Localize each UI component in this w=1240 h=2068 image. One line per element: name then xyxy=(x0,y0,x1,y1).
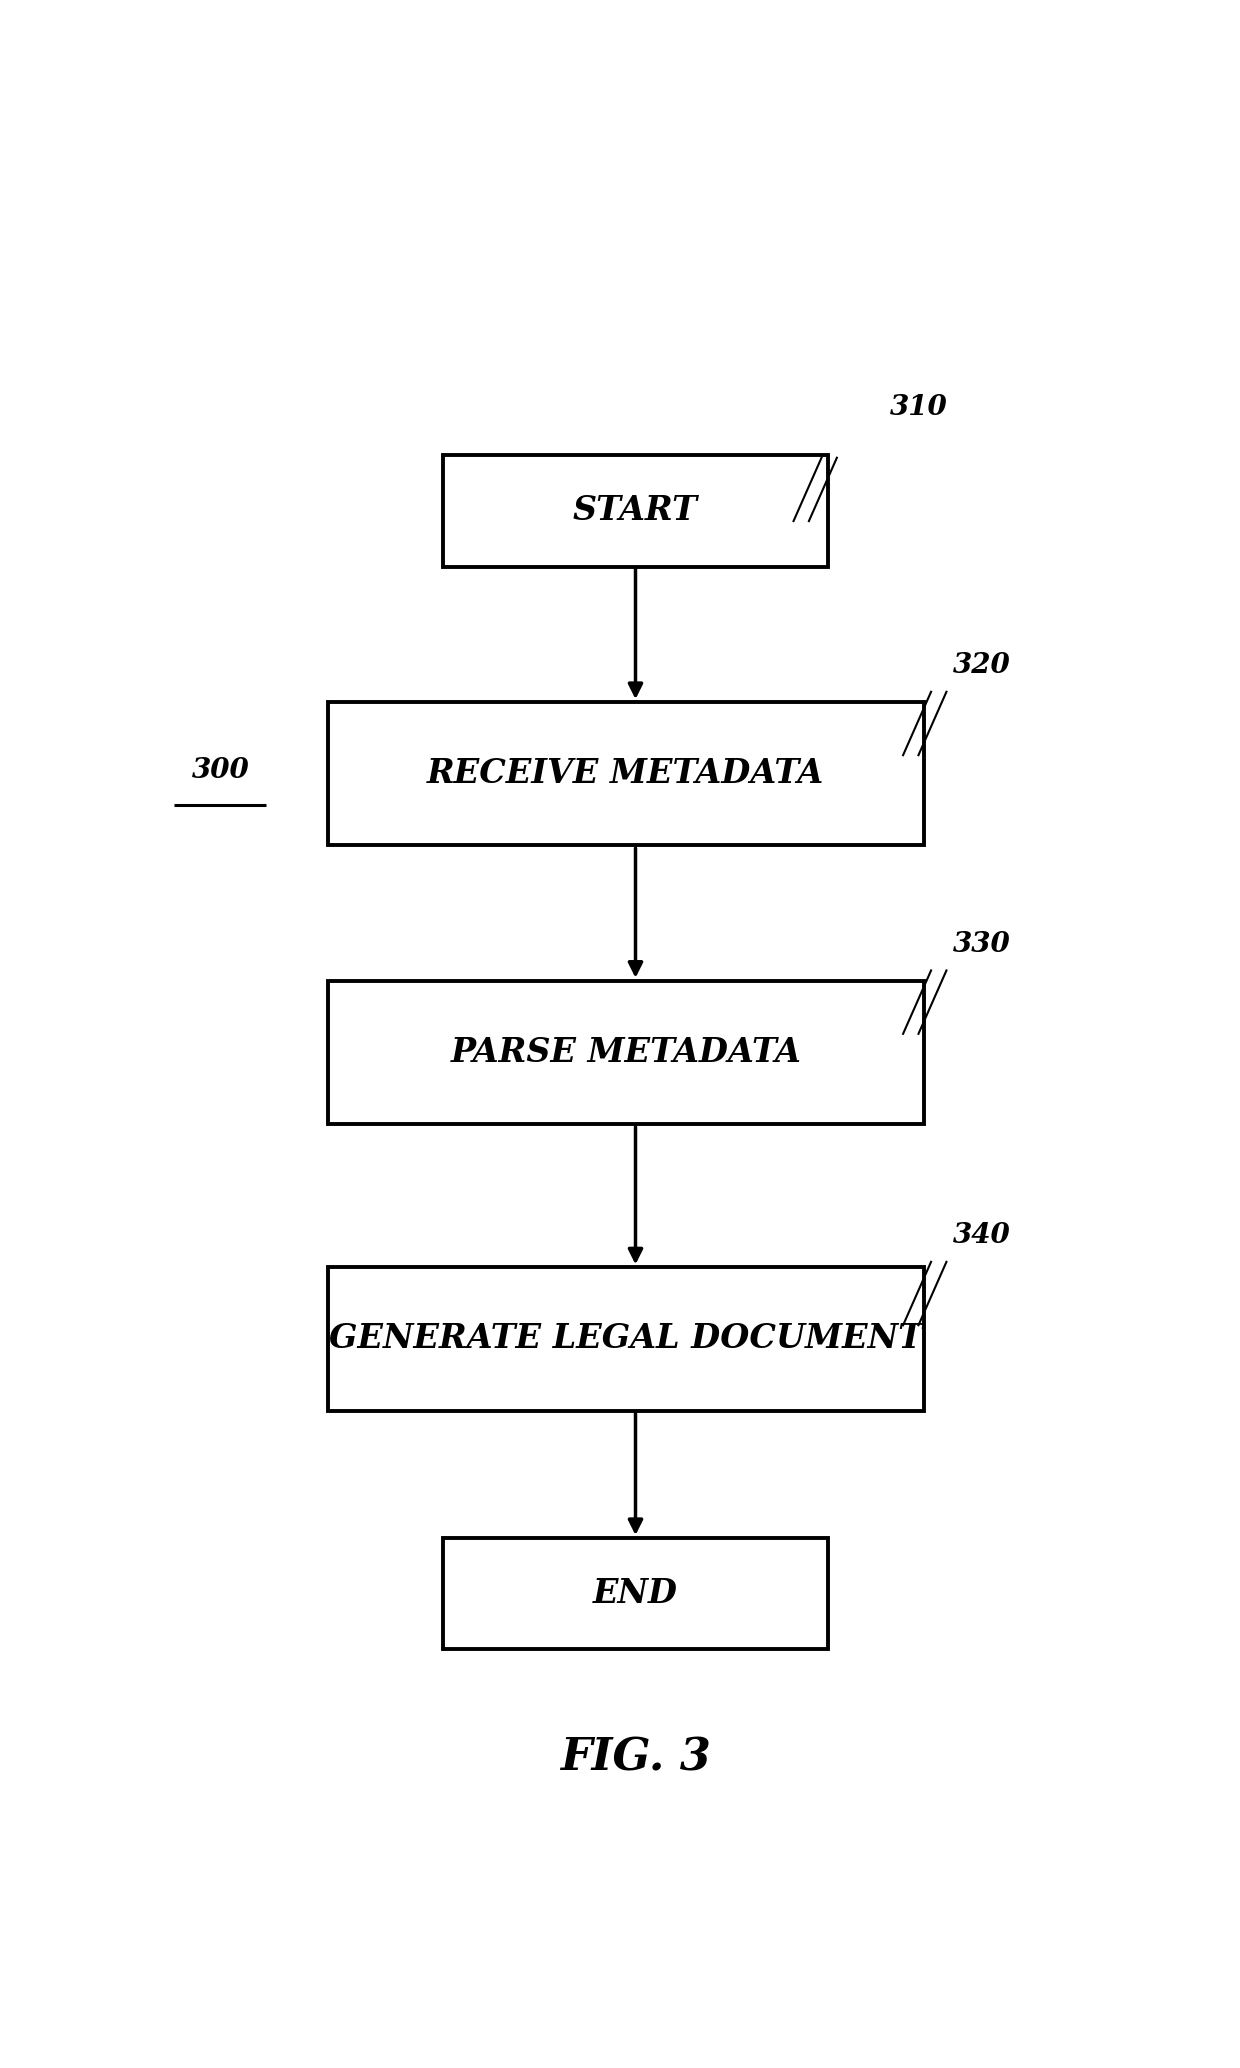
Text: FIG. 3: FIG. 3 xyxy=(560,1737,711,1778)
Text: RECEIVE METADATA: RECEIVE METADATA xyxy=(428,757,825,790)
Text: 310: 310 xyxy=(890,393,947,422)
Text: END: END xyxy=(593,1578,678,1611)
Text: START: START xyxy=(573,494,698,527)
Text: 320: 320 xyxy=(952,651,1011,678)
Text: 340: 340 xyxy=(952,1222,1011,1249)
Text: 300: 300 xyxy=(191,757,249,784)
Bar xyxy=(327,980,924,1125)
Bar xyxy=(327,701,924,846)
Bar xyxy=(327,1268,924,1410)
Text: 330: 330 xyxy=(952,931,1011,957)
Bar xyxy=(444,455,828,567)
Text: PARSE METADATA: PARSE METADATA xyxy=(450,1036,801,1069)
Bar xyxy=(444,1539,828,1650)
Text: GENERATE LEGAL DOCUMENT: GENERATE LEGAL DOCUMENT xyxy=(329,1321,923,1355)
